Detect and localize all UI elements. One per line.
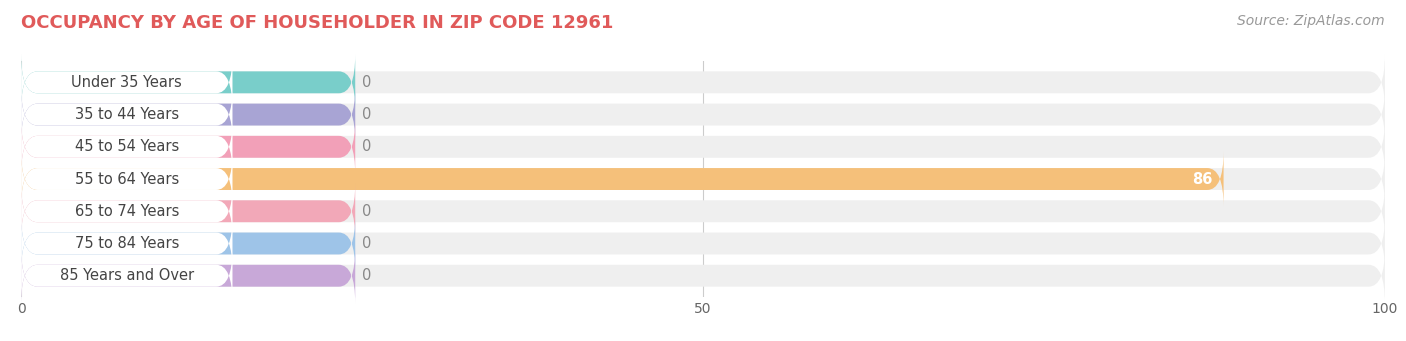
Text: Source: ZipAtlas.com: Source: ZipAtlas.com	[1237, 14, 1385, 28]
FancyBboxPatch shape	[21, 119, 232, 175]
FancyBboxPatch shape	[21, 151, 1223, 207]
FancyBboxPatch shape	[21, 55, 232, 110]
Text: 0: 0	[363, 75, 371, 90]
FancyBboxPatch shape	[21, 87, 356, 142]
FancyBboxPatch shape	[21, 119, 356, 175]
Text: 86: 86	[1192, 172, 1212, 187]
FancyBboxPatch shape	[21, 248, 356, 303]
Text: 0: 0	[363, 204, 371, 219]
Text: 45 to 54 Years: 45 to 54 Years	[75, 139, 179, 154]
FancyBboxPatch shape	[21, 151, 232, 207]
FancyBboxPatch shape	[21, 183, 1385, 239]
FancyBboxPatch shape	[21, 183, 356, 239]
FancyBboxPatch shape	[21, 216, 1385, 271]
FancyBboxPatch shape	[21, 87, 232, 142]
Text: 75 to 84 Years: 75 to 84 Years	[75, 236, 179, 251]
Text: 85 Years and Over: 85 Years and Over	[59, 268, 194, 283]
FancyBboxPatch shape	[21, 183, 232, 239]
FancyBboxPatch shape	[21, 216, 232, 271]
Text: 0: 0	[363, 139, 371, 154]
Text: 0: 0	[363, 268, 371, 283]
Text: OCCUPANCY BY AGE OF HOUSEHOLDER IN ZIP CODE 12961: OCCUPANCY BY AGE OF HOUSEHOLDER IN ZIP C…	[21, 14, 613, 32]
FancyBboxPatch shape	[21, 55, 1385, 110]
Text: Under 35 Years: Under 35 Years	[72, 75, 183, 90]
FancyBboxPatch shape	[21, 151, 1385, 207]
FancyBboxPatch shape	[21, 55, 356, 110]
Text: 0: 0	[363, 236, 371, 251]
FancyBboxPatch shape	[21, 87, 1385, 142]
Text: 55 to 64 Years: 55 to 64 Years	[75, 172, 179, 187]
Text: 0: 0	[363, 107, 371, 122]
FancyBboxPatch shape	[21, 216, 356, 271]
FancyBboxPatch shape	[21, 248, 232, 303]
FancyBboxPatch shape	[21, 248, 1385, 303]
Text: 65 to 74 Years: 65 to 74 Years	[75, 204, 179, 219]
Text: 35 to 44 Years: 35 to 44 Years	[75, 107, 179, 122]
FancyBboxPatch shape	[21, 119, 1385, 175]
